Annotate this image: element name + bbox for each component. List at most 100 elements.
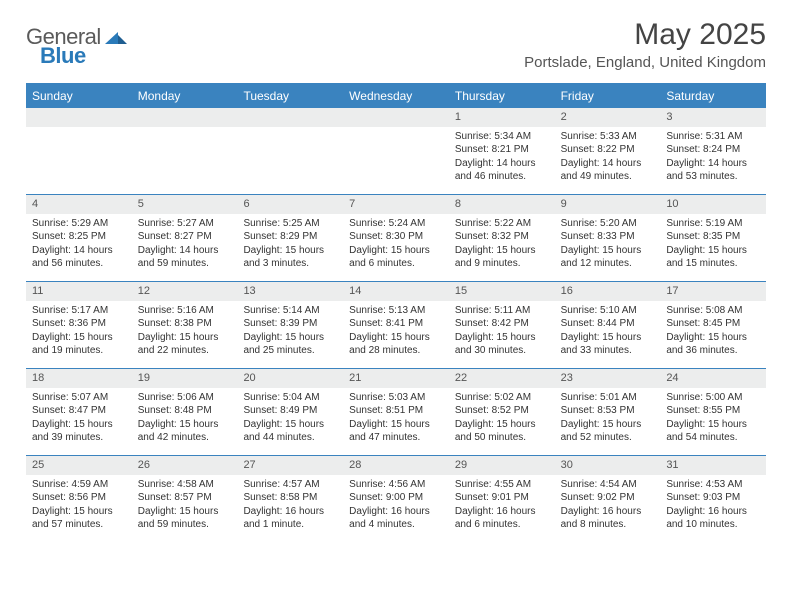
sunset-text: Sunset: 8:30 PM: [349, 230, 443, 244]
day-number: 26: [132, 456, 238, 475]
sunset-text: Sunset: 8:39 PM: [243, 317, 337, 331]
day-cell: 8Sunrise: 5:22 AMSunset: 8:32 PMDaylight…: [449, 195, 555, 281]
daylight-text: Daylight: 15 hours and 33 minutes.: [561, 331, 655, 358]
location-text: Portslade, England, United Kingdom: [524, 54, 766, 71]
weekday-thursday: Thursday: [449, 85, 555, 108]
day-cell: 4Sunrise: 5:29 AMSunset: 8:25 PMDaylight…: [26, 195, 132, 281]
daylight-text: Daylight: 15 hours and 42 minutes.: [138, 418, 232, 445]
day-cell: 7Sunrise: 5:24 AMSunset: 8:30 PMDaylight…: [343, 195, 449, 281]
week-row: 11Sunrise: 5:17 AMSunset: 8:36 PMDayligh…: [26, 281, 766, 368]
week-row: 4Sunrise: 5:29 AMSunset: 8:25 PMDaylight…: [26, 194, 766, 281]
daylight-text: Daylight: 15 hours and 39 minutes.: [32, 418, 126, 445]
sunset-text: Sunset: 8:55 PM: [666, 404, 760, 418]
sunset-text: Sunset: 8:44 PM: [561, 317, 655, 331]
sunrise-text: Sunrise: 5:08 AM: [666, 304, 760, 318]
sunrise-text: Sunrise: 5:27 AM: [138, 217, 232, 231]
day-body: Sunrise: 5:13 AMSunset: 8:41 PMDaylight:…: [343, 301, 449, 362]
sunset-text: Sunset: 8:45 PM: [666, 317, 760, 331]
daylight-text: Daylight: 14 hours and 56 minutes.: [32, 244, 126, 271]
day-body: Sunrise: 5:25 AMSunset: 8:29 PMDaylight:…: [237, 214, 343, 275]
sunset-text: Sunset: 9:02 PM: [561, 491, 655, 505]
weeks-container: 1Sunrise: 5:34 AMSunset: 8:21 PMDaylight…: [26, 108, 766, 542]
weekday-wednesday: Wednesday: [343, 85, 449, 108]
day-number: 1: [449, 108, 555, 127]
sunset-text: Sunset: 8:42 PM: [455, 317, 549, 331]
day-number: 5: [132, 195, 238, 214]
daylight-text: Daylight: 15 hours and 30 minutes.: [455, 331, 549, 358]
day-number: 21: [343, 369, 449, 388]
day-body: Sunrise: 5:03 AMSunset: 8:51 PMDaylight:…: [343, 388, 449, 449]
day-number: 18: [26, 369, 132, 388]
day-number: 23: [555, 369, 661, 388]
day-cell: 1Sunrise: 5:34 AMSunset: 8:21 PMDaylight…: [449, 108, 555, 194]
day-number: [343, 108, 449, 127]
day-cell: 21Sunrise: 5:03 AMSunset: 8:51 PMDayligh…: [343, 369, 449, 455]
sunset-text: Sunset: 8:35 PM: [666, 230, 760, 244]
sunrise-text: Sunrise: 5:00 AM: [666, 391, 760, 405]
daylight-text: Daylight: 15 hours and 59 minutes.: [138, 505, 232, 532]
day-body: Sunrise: 5:16 AMSunset: 8:38 PMDaylight:…: [132, 301, 238, 362]
daylight-text: Daylight: 16 hours and 4 minutes.: [349, 505, 443, 532]
sunrise-text: Sunrise: 5:13 AM: [349, 304, 443, 318]
sunset-text: Sunset: 8:57 PM: [138, 491, 232, 505]
day-number: 7: [343, 195, 449, 214]
daylight-text: Daylight: 15 hours and 44 minutes.: [243, 418, 337, 445]
sunset-text: Sunset: 9:01 PM: [455, 491, 549, 505]
sunrise-text: Sunrise: 5:01 AM: [561, 391, 655, 405]
day-body: Sunrise: 5:19 AMSunset: 8:35 PMDaylight:…: [660, 214, 766, 275]
sunrise-text: Sunrise: 5:34 AM: [455, 130, 549, 144]
sunset-text: Sunset: 8:58 PM: [243, 491, 337, 505]
calendar-grid: Sunday Monday Tuesday Wednesday Thursday…: [26, 83, 766, 542]
sunrise-text: Sunrise: 4:55 AM: [455, 478, 549, 492]
sunrise-text: Sunrise: 5:20 AM: [561, 217, 655, 231]
day-cell: 2Sunrise: 5:33 AMSunset: 8:22 PMDaylight…: [555, 108, 661, 194]
week-row: 25Sunrise: 4:59 AMSunset: 8:56 PMDayligh…: [26, 455, 766, 542]
day-cell: 11Sunrise: 5:17 AMSunset: 8:36 PMDayligh…: [26, 282, 132, 368]
day-number: 12: [132, 282, 238, 301]
day-number: 8: [449, 195, 555, 214]
day-body: Sunrise: 4:55 AMSunset: 9:01 PMDaylight:…: [449, 475, 555, 536]
day-body: Sunrise: 5:33 AMSunset: 8:22 PMDaylight:…: [555, 127, 661, 188]
month-title: May 2025: [524, 18, 766, 52]
day-cell: 23Sunrise: 5:01 AMSunset: 8:53 PMDayligh…: [555, 369, 661, 455]
sunset-text: Sunset: 8:52 PM: [455, 404, 549, 418]
weekday-header-row: Sunday Monday Tuesday Wednesday Thursday…: [26, 85, 766, 108]
sunrise-text: Sunrise: 5:24 AM: [349, 217, 443, 231]
weekday-monday: Monday: [132, 85, 238, 108]
sunrise-text: Sunrise: 5:29 AM: [32, 217, 126, 231]
sunset-text: Sunset: 8:32 PM: [455, 230, 549, 244]
day-number: 25: [26, 456, 132, 475]
day-body: Sunrise: 5:34 AMSunset: 8:21 PMDaylight:…: [449, 127, 555, 188]
daylight-text: Daylight: 15 hours and 50 minutes.: [455, 418, 549, 445]
day-number: 29: [449, 456, 555, 475]
day-body: Sunrise: 5:07 AMSunset: 8:47 PMDaylight:…: [26, 388, 132, 449]
daylight-text: Daylight: 16 hours and 1 minute.: [243, 505, 337, 532]
sunset-text: Sunset: 8:27 PM: [138, 230, 232, 244]
day-cell: 20Sunrise: 5:04 AMSunset: 8:49 PMDayligh…: [237, 369, 343, 455]
day-number: 10: [660, 195, 766, 214]
sunset-text: Sunset: 8:36 PM: [32, 317, 126, 331]
day-cell: 16Sunrise: 5:10 AMSunset: 8:44 PMDayligh…: [555, 282, 661, 368]
daylight-text: Daylight: 15 hours and 15 minutes.: [666, 244, 760, 271]
sunset-text: Sunset: 8:51 PM: [349, 404, 443, 418]
daylight-text: Daylight: 15 hours and 47 minutes.: [349, 418, 443, 445]
sunset-text: Sunset: 8:56 PM: [32, 491, 126, 505]
sunset-text: Sunset: 8:22 PM: [561, 143, 655, 157]
sunset-text: Sunset: 8:48 PM: [138, 404, 232, 418]
day-body: Sunrise: 5:14 AMSunset: 8:39 PMDaylight:…: [237, 301, 343, 362]
day-cell: [343, 108, 449, 194]
day-cell: 9Sunrise: 5:20 AMSunset: 8:33 PMDaylight…: [555, 195, 661, 281]
brand-text-2: Blue: [40, 43, 86, 69]
sunrise-text: Sunrise: 5:31 AM: [666, 130, 760, 144]
weekday-saturday: Saturday: [660, 85, 766, 108]
daylight-text: Daylight: 15 hours and 36 minutes.: [666, 331, 760, 358]
day-number: 13: [237, 282, 343, 301]
day-body: Sunrise: 5:06 AMSunset: 8:48 PMDaylight:…: [132, 388, 238, 449]
daylight-text: Daylight: 14 hours and 49 minutes.: [561, 157, 655, 184]
day-body: Sunrise: 5:20 AMSunset: 8:33 PMDaylight:…: [555, 214, 661, 275]
sunset-text: Sunset: 8:24 PM: [666, 143, 760, 157]
sunrise-text: Sunrise: 5:25 AM: [243, 217, 337, 231]
day-body: Sunrise: 5:24 AMSunset: 8:30 PMDaylight:…: [343, 214, 449, 275]
sunset-text: Sunset: 8:47 PM: [32, 404, 126, 418]
sunset-text: Sunset: 9:03 PM: [666, 491, 760, 505]
